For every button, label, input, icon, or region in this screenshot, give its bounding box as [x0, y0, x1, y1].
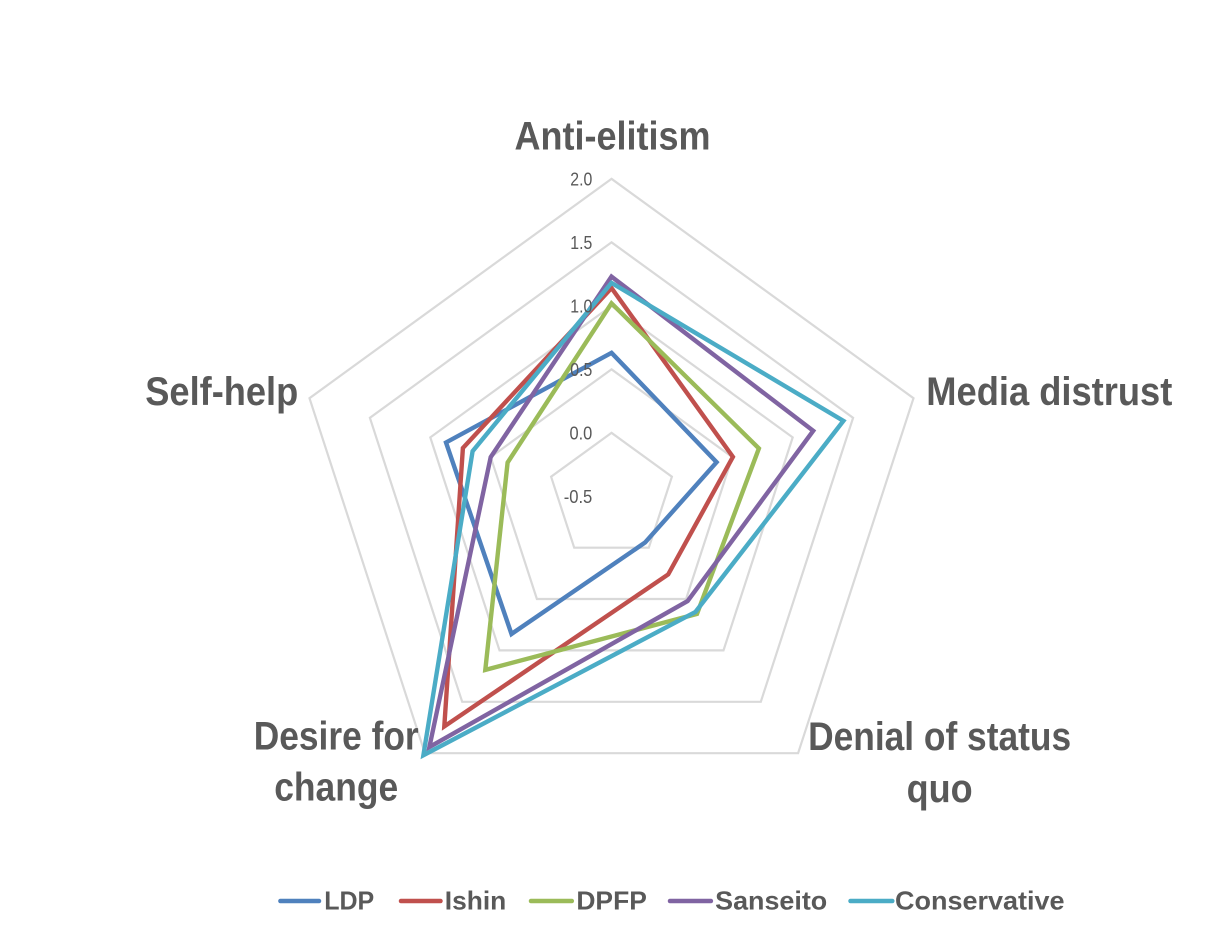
svg-text:-0.5: -0.5	[564, 487, 593, 507]
svg-text:change: change	[274, 766, 398, 810]
svg-text:quo: quo	[907, 767, 973, 811]
svg-text:Conservative: Conservative	[895, 885, 1065, 915]
svg-text:Ishin: Ishin	[445, 885, 507, 915]
svg-text:0.0: 0.0	[570, 423, 593, 443]
svg-text:1.0: 1.0	[570, 296, 592, 316]
svg-text:2.0: 2.0	[570, 170, 592, 190]
svg-text:Desire for: Desire for	[254, 715, 419, 759]
svg-text:Denial of status: Denial of status	[808, 715, 1071, 759]
svg-text:DPFP: DPFP	[576, 885, 647, 915]
svg-text:Self-help: Self-help	[145, 370, 298, 414]
svg-text:Anti-elitism: Anti-elitism	[515, 115, 711, 159]
svg-text:0.5: 0.5	[570, 360, 592, 380]
svg-text:1.5: 1.5	[570, 233, 592, 253]
svg-text:Media distrust: Media distrust	[926, 370, 1172, 414]
svg-text:LDP: LDP	[324, 885, 374, 915]
svg-text:Sanseito: Sanseito	[715, 885, 827, 915]
